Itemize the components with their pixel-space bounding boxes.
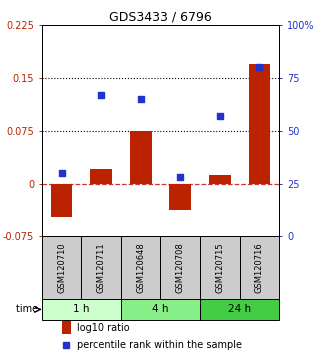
Point: [178, 175, 183, 180]
Text: GSM120715: GSM120715: [215, 242, 224, 293]
Point: [59, 170, 64, 176]
Bar: [200, 236, 240, 299]
Point: [138, 96, 143, 102]
Bar: [160, 236, 200, 299]
Text: GSM120711: GSM120711: [97, 242, 106, 293]
Text: 24 h: 24 h: [228, 304, 251, 314]
Bar: [90, 170, 112, 183]
Bar: [130, 131, 152, 183]
Text: 1 h: 1 h: [73, 304, 90, 314]
Text: time: time: [16, 304, 42, 314]
Bar: [248, 64, 270, 183]
Bar: [121, 299, 200, 320]
Title: GDS3433 / 6796: GDS3433 / 6796: [109, 11, 212, 24]
Text: GSM120648: GSM120648: [136, 242, 145, 293]
Bar: [209, 175, 231, 183]
Bar: [62, 321, 71, 334]
Bar: [51, 183, 73, 217]
Point: [257, 64, 262, 70]
Bar: [42, 236, 81, 299]
Text: GSM120710: GSM120710: [57, 242, 66, 293]
Point: [217, 113, 222, 119]
Bar: [240, 236, 279, 299]
Point: [99, 92, 104, 97]
Text: 4 h: 4 h: [152, 304, 169, 314]
Text: log10 ratio: log10 ratio: [77, 322, 130, 333]
Text: GSM120716: GSM120716: [255, 242, 264, 293]
Text: GSM120708: GSM120708: [176, 242, 185, 293]
Bar: [121, 236, 160, 299]
Bar: [200, 299, 279, 320]
Bar: [42, 299, 121, 320]
Text: percentile rank within the sample: percentile rank within the sample: [77, 340, 242, 350]
Bar: [81, 236, 121, 299]
Bar: [169, 183, 191, 210]
